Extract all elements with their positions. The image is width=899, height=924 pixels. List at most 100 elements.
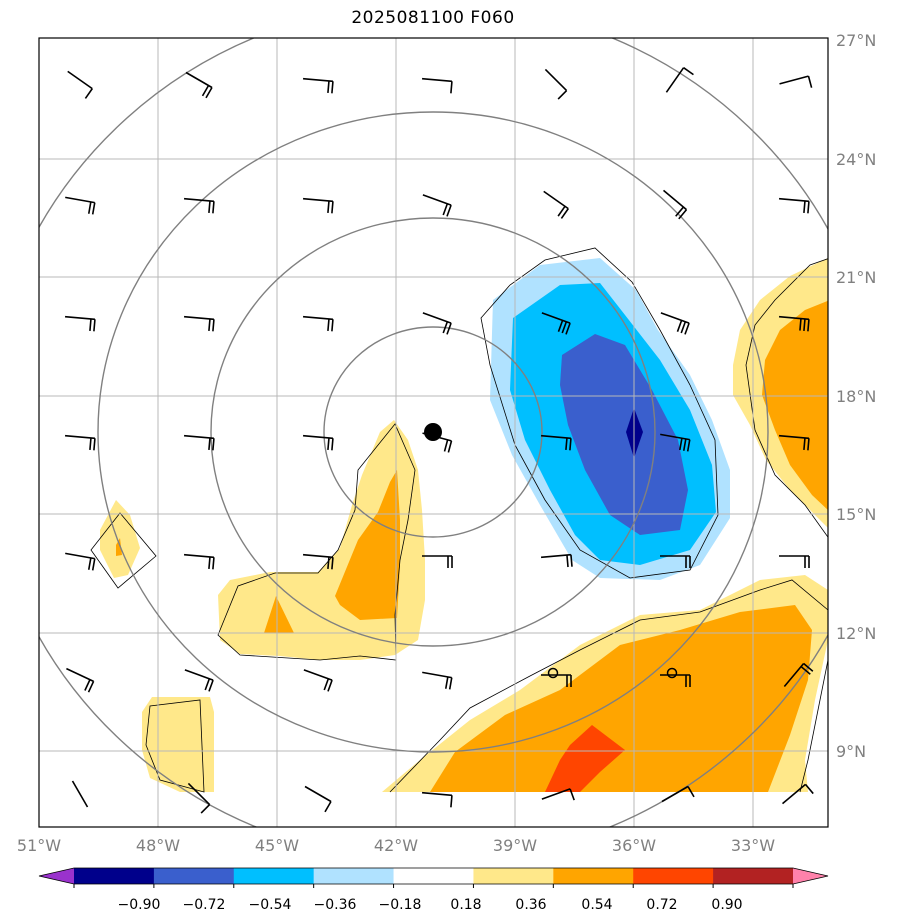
wind-barb xyxy=(302,315,334,332)
lat-label: 18°N xyxy=(836,387,876,406)
wind-barb xyxy=(541,674,572,687)
colorbar-tick-label: −0.18 xyxy=(379,897,422,913)
contour-pos-036-small xyxy=(264,596,294,633)
range-rings xyxy=(39,38,828,827)
wind-barb xyxy=(185,71,213,99)
wind-barb xyxy=(67,70,93,99)
lat-label: 12°N xyxy=(836,624,876,643)
wind-barb xyxy=(779,555,810,568)
range-ring-3 xyxy=(97,111,769,753)
contour-pos-036-center xyxy=(335,470,400,620)
gridlines xyxy=(39,38,828,827)
wind-barb xyxy=(183,553,215,570)
wind-barb xyxy=(660,555,691,568)
latitude-labels: 27°N 24°N 21°N 18°N 15°N 12°N 9°N xyxy=(836,31,876,761)
colorbar-bin xyxy=(633,868,714,884)
colorbar-bin xyxy=(473,868,554,884)
wind-barb xyxy=(302,197,334,214)
contour-pos-036-east xyxy=(762,300,828,511)
lon-label: 45°W xyxy=(255,836,299,855)
wind-barb xyxy=(660,433,691,452)
wind-barb xyxy=(184,669,214,692)
wind-barb xyxy=(660,312,690,335)
wind-barb xyxy=(540,553,573,568)
wind-barb xyxy=(65,196,96,215)
wind-barb xyxy=(302,77,334,94)
wind-barb xyxy=(183,315,215,332)
colorbar-extend-high xyxy=(793,868,828,884)
colorbar-tick-label: −0.72 xyxy=(183,897,226,913)
colorbar-tick-label: −0.36 xyxy=(314,897,357,913)
wind-barb xyxy=(779,75,813,88)
contour-pos-036-south xyxy=(430,605,812,792)
contour-pos-018-southwest xyxy=(142,697,214,792)
wind-barb xyxy=(783,662,814,688)
lon-label: 51°W xyxy=(17,836,61,855)
wind-barb xyxy=(422,671,453,690)
lat-label: 24°N xyxy=(836,150,876,169)
wind-barb xyxy=(665,67,694,93)
wind-barb xyxy=(64,434,96,451)
wind-barb xyxy=(544,68,568,100)
colorbar-tick-label: 0.54 xyxy=(581,897,612,913)
wind-barb xyxy=(421,791,453,808)
wind-barb xyxy=(422,312,452,335)
contour-lines xyxy=(90,247,828,793)
colorbar-tick-label: 0.18 xyxy=(450,897,481,913)
colorbar-tick-label: 0.72 xyxy=(646,897,677,913)
contour-pos-036-west xyxy=(116,538,122,556)
wind-barb xyxy=(662,189,688,220)
wind-barb xyxy=(543,190,569,219)
colorbar-tick-label: 0.36 xyxy=(515,897,546,913)
wind-barb xyxy=(303,669,333,692)
colorbar-bin xyxy=(153,868,235,884)
colorbar-bin xyxy=(313,868,395,884)
colorbar-bin xyxy=(393,868,474,884)
wind-barb xyxy=(778,434,810,451)
longitude-labels: 51°W 48°W 45°W 42°W 39°W 36°W 33°W xyxy=(17,836,775,855)
map-title: 2025081100 F060 xyxy=(351,8,515,28)
wind-barb xyxy=(421,77,453,94)
lat-label: 27°N xyxy=(836,31,876,50)
wind-barb xyxy=(71,780,89,808)
wind-barb xyxy=(183,197,215,214)
colorbar-extend-low xyxy=(39,868,74,884)
colorbar-tick-label: −0.54 xyxy=(249,897,292,913)
wind-barb xyxy=(66,667,95,693)
wind-barb xyxy=(778,197,810,214)
lon-label: 39°W xyxy=(493,836,537,855)
lat-label: 21°N xyxy=(836,268,876,287)
wind-barb xyxy=(661,785,695,803)
filled-contours xyxy=(100,258,828,792)
wind-barb xyxy=(187,782,211,814)
range-ring-1 xyxy=(323,326,543,538)
colorbar-bin xyxy=(553,868,634,884)
small-circle-marker-1 xyxy=(547,667,559,679)
wind-barb xyxy=(781,783,814,805)
colorbar-tick-label: 0.90 xyxy=(711,897,742,913)
lon-label: 42°W xyxy=(374,836,418,855)
small-circle-marker-2 xyxy=(666,667,678,679)
map-frame xyxy=(38,37,829,828)
wind-barb xyxy=(65,552,96,571)
wind-barb xyxy=(302,553,334,570)
wind-barbs xyxy=(64,67,814,814)
line-west xyxy=(90,512,157,589)
wind-barb xyxy=(304,785,332,813)
wind-barb xyxy=(64,315,96,332)
wind-barb xyxy=(540,434,572,451)
colorbar-bin xyxy=(233,868,315,884)
wind-barb xyxy=(660,674,691,687)
contour-pos-054-south xyxy=(545,725,625,792)
colorbar-tick-label: −0.90 xyxy=(118,897,161,913)
colorbar-tick-labels: −0.90 −0.72 −0.54 −0.36 −0.18 0.18 0.36 … xyxy=(118,897,743,913)
lon-label: 36°W xyxy=(612,836,656,855)
wind-barb xyxy=(541,312,571,335)
wind-barb xyxy=(541,788,575,801)
colorbar-bin xyxy=(713,868,794,884)
wind-barb xyxy=(778,315,810,332)
wind-barb xyxy=(422,194,452,217)
contour-neg-054 xyxy=(560,334,688,535)
line-south xyxy=(389,579,828,793)
